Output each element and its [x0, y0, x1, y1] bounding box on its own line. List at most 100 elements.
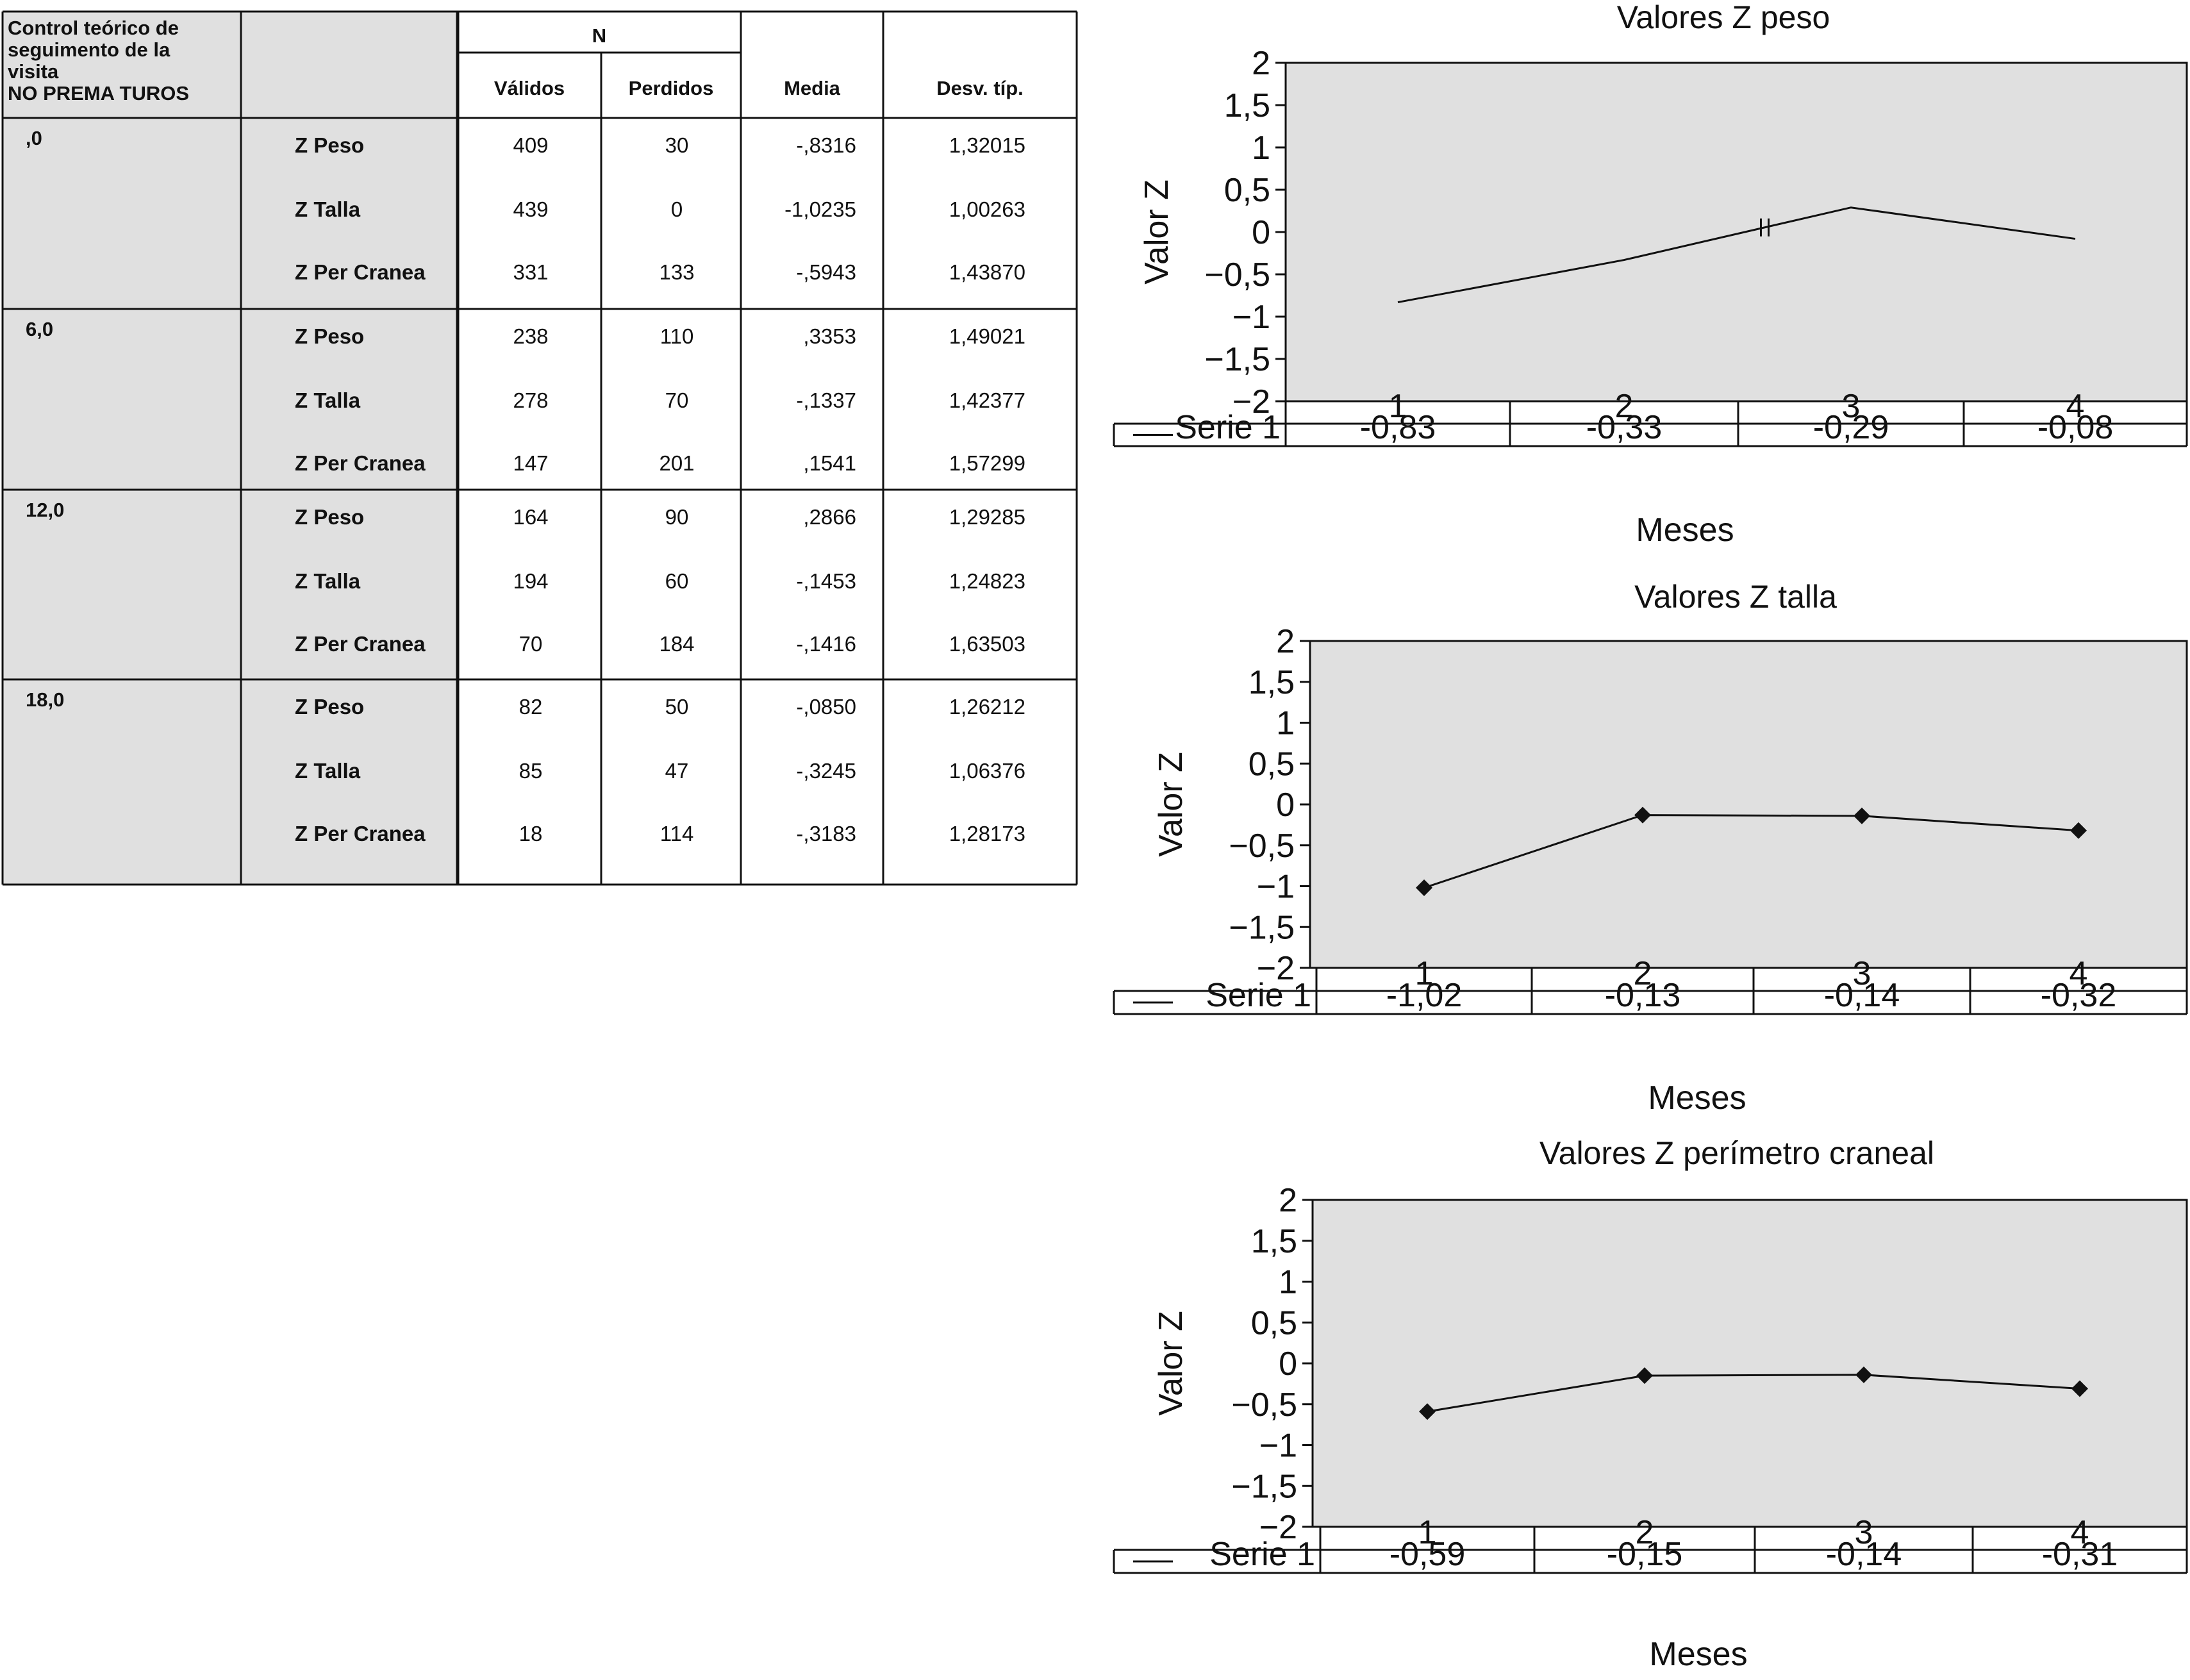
data-point-marker	[1854, 807, 1870, 824]
table-cell-media: -,1416	[796, 632, 856, 656]
legend-series-name: Serie 1	[1209, 1536, 1315, 1573]
data-table-value: -0,14	[1824, 977, 1900, 1014]
series-line	[1423, 814, 2079, 889]
table-cell-media: -,3183	[796, 822, 856, 845]
x-category-label: 3	[1855, 1514, 1873, 1551]
table-cell-desv: 1,29285	[949, 505, 1025, 529]
table-cell-media: -,5943	[796, 260, 856, 284]
data-table-value: -0,32	[2041, 977, 2117, 1014]
legend-series-name: Serie 1	[1206, 977, 1311, 1014]
x-axis-label: Meses	[1648, 1079, 1746, 1117]
table-cell-desv: 1,24823	[949, 569, 1025, 593]
series-line	[1397, 206, 2076, 304]
y-tick-label: 0,5	[1251, 1304, 1297, 1342]
y-tick-label: 2	[1276, 623, 1295, 660]
y-tick-label: −1	[1259, 1427, 1297, 1465]
plot-area	[1284, 62, 2188, 403]
table-cell-desv: 1,49021	[949, 324, 1025, 348]
data-table-value: -0,59	[1389, 1536, 1466, 1573]
table-header-desv: Desv. típ.	[936, 77, 1024, 99]
x-category-label: 4	[2066, 388, 2085, 425]
table-cell-validos: 164	[513, 505, 548, 529]
y-tick-label: 0	[1279, 1345, 1297, 1383]
data-point-marker	[2070, 822, 2087, 839]
x-category-label: 1	[1389, 388, 1407, 425]
y-tick-label: 0	[1252, 214, 1270, 251]
y-tick-label: −1	[1257, 869, 1295, 906]
y-tick-label: 1,5	[1248, 664, 1295, 701]
table-row-name: Z Talla	[295, 388, 361, 412]
table-cell-desv: 1,28173	[949, 822, 1025, 845]
table-cell-validos: 147	[513, 451, 548, 475]
table-cell-validos: 439	[513, 197, 548, 221]
y-tick-label: −1,5	[1204, 341, 1270, 378]
data-table-value: -0,31	[2042, 1536, 2118, 1573]
table-cell-perdidos: 50	[665, 695, 689, 719]
y-tick-label: 2	[1279, 1182, 1297, 1219]
data-table-value: -0,29	[1813, 409, 1889, 446]
table-row-name: Z Per Cranea	[295, 632, 426, 656]
table-cell-media: -,1453	[796, 569, 856, 593]
table-cell-media: -1,0235	[784, 197, 856, 221]
series-line	[1427, 1374, 2080, 1413]
x-category-label: 2	[1636, 1514, 1654, 1551]
y-axis-label: Valor Z	[1138, 179, 1175, 285]
table-header-media: Media	[784, 77, 841, 99]
table-cell-perdidos: 90	[665, 505, 689, 529]
data-table-value: -0,33	[1586, 409, 1663, 446]
x-category-label: 2	[1634, 955, 1652, 992]
chart-title: Valores Z perímetro craneal	[1539, 1135, 1934, 1171]
table-header-n: N	[592, 24, 606, 47]
chart-3: Valores Z perímetro craneal21,510,50−0,5…	[1113, 1135, 2188, 1673]
table-cell-perdidos: 184	[659, 632, 694, 656]
table-header-validos: Válidos	[494, 77, 565, 99]
x-category-label: 2	[1615, 388, 1634, 425]
chart-2: Valores Z talla21,510,50−0,5−1−1,5−2Valo…	[1113, 579, 2188, 1117]
table-cell-perdidos: 110	[660, 324, 694, 348]
table-cell-perdidos: 0	[671, 197, 683, 221]
table-cell-desv: 1,32015	[949, 133, 1025, 157]
y-tick-label: −2	[1257, 950, 1295, 987]
table-cell-desv: 1,57299	[949, 451, 1025, 475]
table-corner-line: visita	[8, 60, 59, 83]
table-cell-perdidos: 70	[665, 388, 689, 412]
y-tick-label: 0,5	[1224, 172, 1270, 209]
table-cell-media: ,1541	[803, 451, 856, 475]
data-table-value: -0,08	[2037, 409, 2114, 446]
table-cell-validos: 82	[519, 695, 543, 719]
table-cell-perdidos: 47	[665, 759, 689, 783]
table-cell-desv: 1,63503	[949, 632, 1025, 656]
data-point-marker	[1855, 1366, 1872, 1383]
table-cell-validos: 18	[519, 822, 543, 845]
y-tick-label: 1,5	[1251, 1223, 1297, 1260]
y-tick-label: 1,5	[1224, 87, 1270, 124]
table-corner-line: NO PREMA TUROS	[8, 82, 189, 104]
data-table-value: -0,13	[1605, 977, 1681, 1014]
table-row-name: Z Talla	[295, 569, 361, 593]
table-cell-validos: 238	[513, 324, 548, 348]
table-corner-line: Control teórico de	[8, 17, 179, 39]
table-cell-desv: 1,26212	[949, 695, 1025, 719]
table-cell-desv: 1,06376	[949, 759, 1025, 783]
y-tick-label: −0,5	[1231, 1386, 1297, 1424]
x-category-label: 3	[1842, 388, 1861, 425]
table-cell-perdidos: 30	[665, 133, 689, 157]
table-cell-validos: 278	[513, 388, 548, 412]
table-cell-desv: 1,42377	[949, 388, 1025, 412]
table-shaded-area	[3, 12, 458, 885]
table-cell-validos: 194	[513, 569, 548, 593]
plot-area	[1311, 1199, 2188, 1528]
table-group-label: 18,0	[26, 688, 64, 711]
y-tick-label: 1	[1252, 129, 1270, 167]
data-point-marker	[2071, 1380, 2088, 1397]
data-point-marker	[1416, 879, 1432, 897]
y-axis-label: Valor Z	[1152, 752, 1190, 857]
data-point-marker	[1636, 1367, 1653, 1385]
data-point-marker	[1419, 1403, 1436, 1420]
chart-title: Valores Z talla	[1634, 579, 1837, 615]
y-tick-label: 0,5	[1248, 745, 1295, 783]
table-data-area	[458, 118, 1077, 885]
